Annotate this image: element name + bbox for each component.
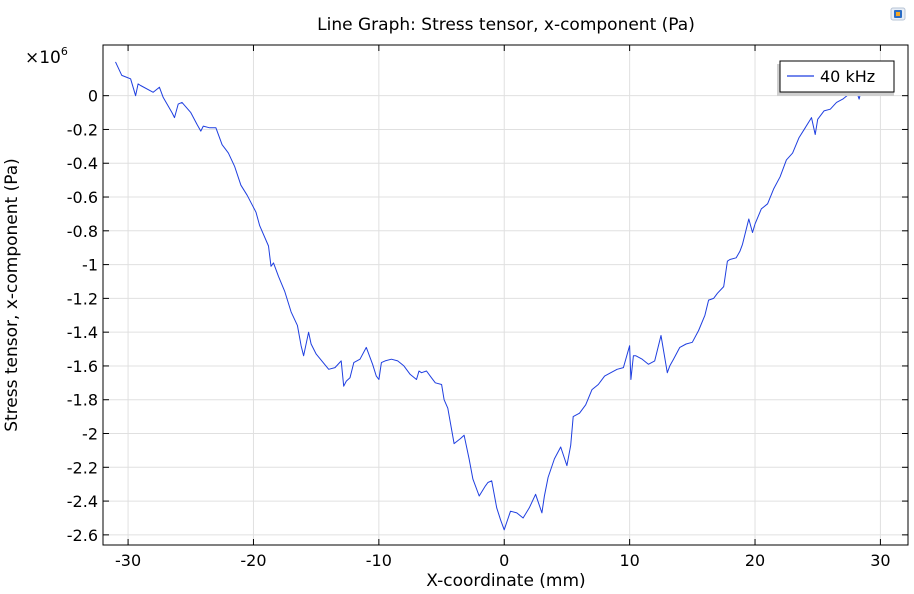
x-tick-label: -20	[240, 551, 266, 570]
y-tick-label: -2.2	[67, 458, 98, 477]
plot-frame	[102, 44, 909, 546]
y-tick-label: -0.6	[67, 188, 98, 207]
y-tick-label: -2	[82, 425, 98, 444]
x-tick-label: 20	[745, 551, 765, 570]
app-logo-icon	[890, 7, 906, 21]
y-axis-ticks: 0 -0.2 -0.4 -0.6 -0.8 -1 -1.2 -1.4 -1.6 -1.8 -2 -2.…	[67, 87, 908, 545]
x-axis-ticks: -30 -20 -10 0 10 20 30	[115, 45, 891, 570]
x-tick-label: 30	[870, 551, 890, 570]
y-tick-label: -0.8	[67, 222, 98, 241]
y-multiplier: ×106	[25, 45, 68, 68]
legend-label: 40 kHz	[820, 67, 875, 86]
series-line	[115, 61, 885, 531]
y-tick-label: -1.2	[67, 289, 98, 308]
grid-lines	[103, 45, 908, 545]
y-tick-label: -2.4	[67, 492, 98, 511]
legend: 40 kHz	[777, 60, 895, 96]
x-axis-label: X-coordinate (mm)	[426, 571, 585, 591]
x-tick-label: -30	[115, 551, 141, 570]
x-tick-label: 0	[499, 551, 509, 570]
y-tick-label: -0.4	[67, 154, 98, 173]
y-tick-label: 0	[88, 87, 98, 106]
y-axis-label: Stress tensor, x-component (Pa)	[2, 158, 22, 432]
y-tick-label: -1.4	[67, 323, 98, 342]
y-tick-label: -2.6	[67, 526, 98, 545]
y-tick-label: -1	[82, 256, 98, 275]
y-tick-label: -1.8	[67, 391, 98, 410]
y-tick-label: -0.2	[67, 120, 98, 139]
y-tick-label: -1.6	[67, 357, 98, 376]
x-tick-label: -10	[366, 551, 392, 570]
chart-title: Line Graph: Stress tensor, x-component (…	[317, 15, 695, 35]
plot-series	[115, 61, 885, 531]
x-tick-label: 10	[619, 551, 639, 570]
